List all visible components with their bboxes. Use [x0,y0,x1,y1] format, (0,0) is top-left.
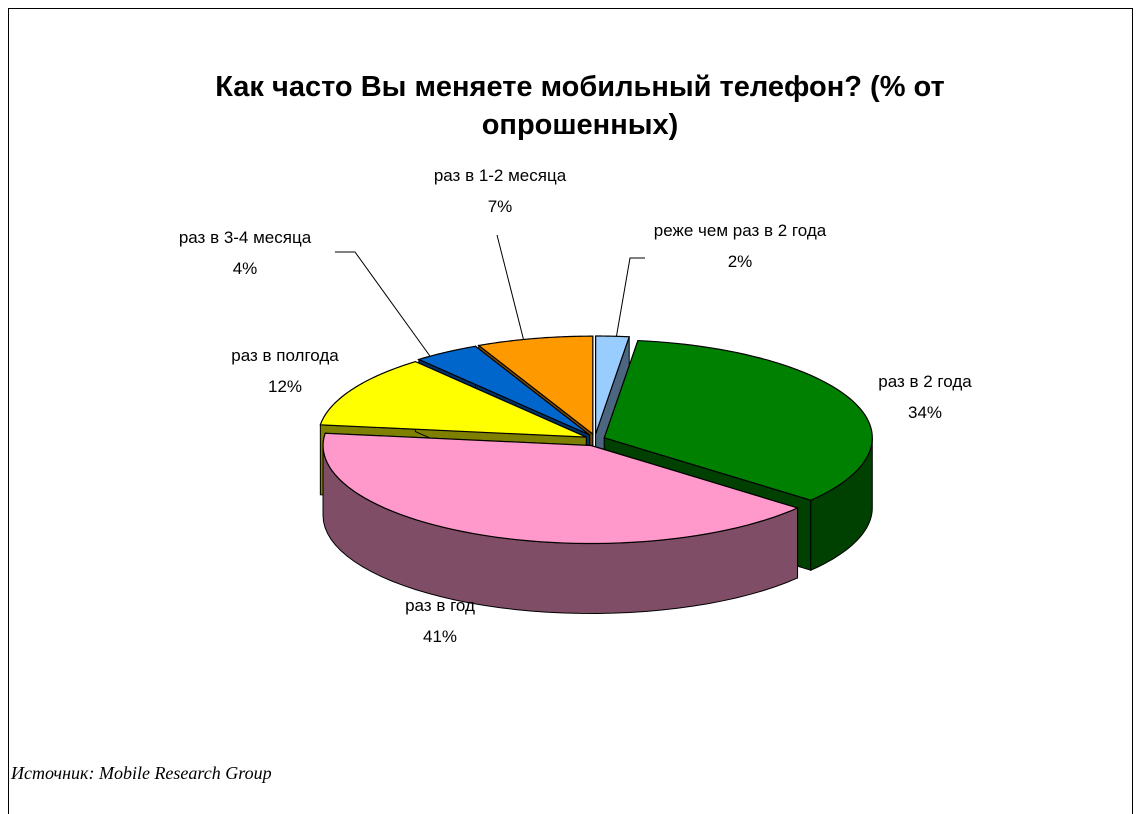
category-label: реже чем раз в 2 года [653,221,827,240]
category-label: раз в 1-2 месяца [433,166,567,185]
category-label: раз в год [405,596,475,615]
value-label: 12% [267,377,303,396]
data-label: раз в полгода 12% [195,340,375,402]
data-label: раз в 3-4 месяца 4% [145,222,345,284]
value-label: 41% [422,627,458,646]
data-label: раз в 2 года 34% [845,366,1005,428]
slice [603,339,873,501]
chart-frame [8,8,1133,814]
data-label: реже чем раз в 2 года 2% [640,215,840,277]
value-label: 2% [727,252,753,271]
data-label: раз в 1-2 месяца 7% [400,160,600,222]
category-label: раз в 3-4 месяца [178,228,312,247]
slice [322,432,800,545]
slice [319,360,587,438]
slice [417,345,591,436]
value-label: 4% [232,259,258,278]
slice [477,335,594,436]
slice [595,335,631,435]
category-label: раз в 2 года [878,372,972,391]
chart-title: Как часто Вы меняете мобильный телефон? … [215,71,945,141]
source-note: Источник: Mobile Research Group [11,763,272,783]
data-label: раз в год 41% [360,590,520,652]
leader-line [611,257,645,363]
category-label: раз в полгода [231,346,339,365]
value-label: 34% [907,403,943,422]
value-label: 7% [487,197,513,216]
leader-line [335,251,441,371]
